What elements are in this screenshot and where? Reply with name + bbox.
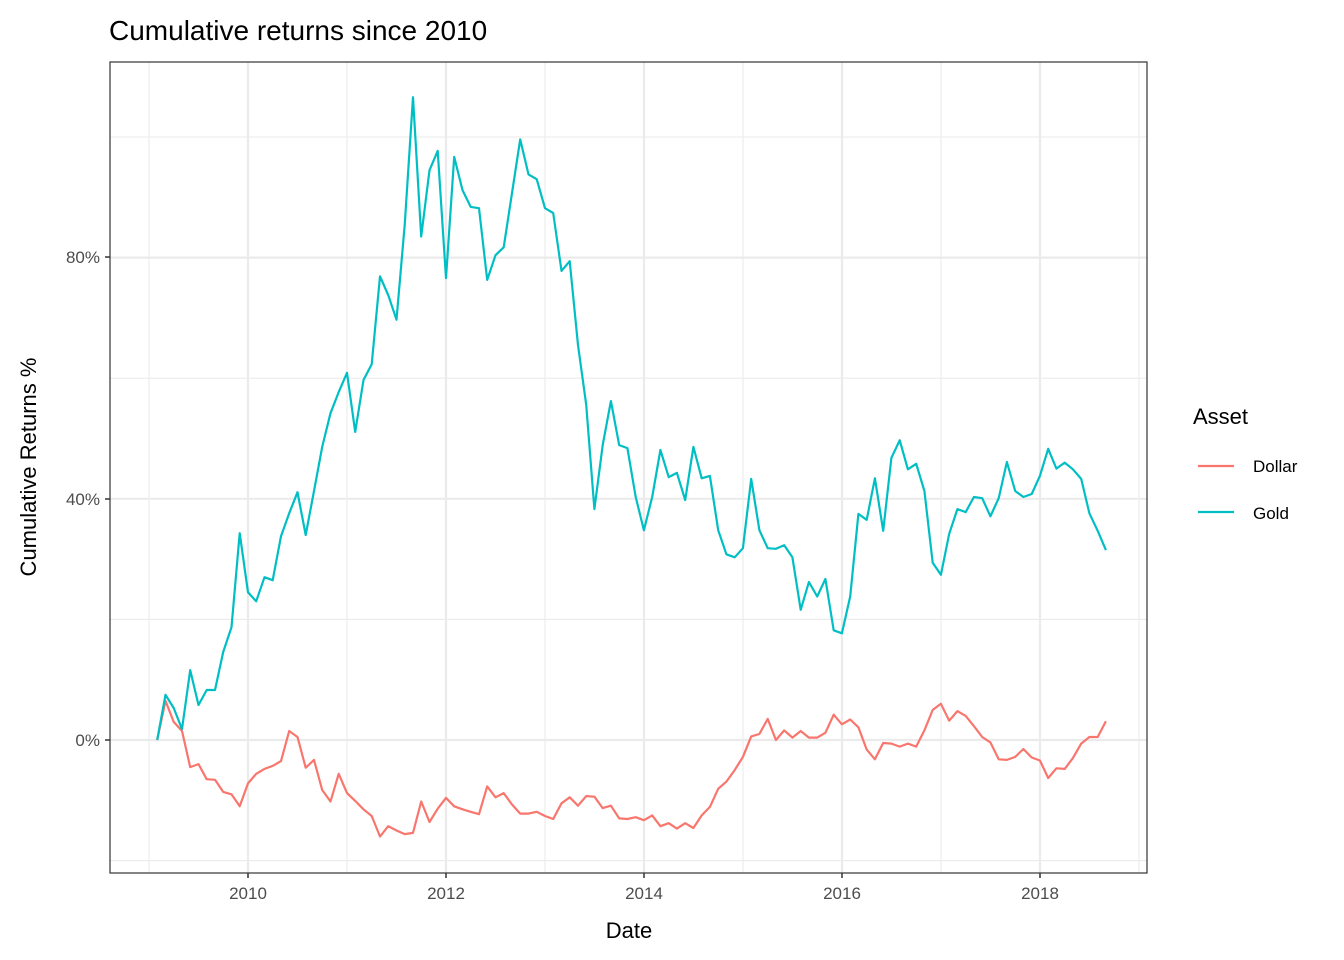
y-axis: 0% 40% 80% Cumulative Returns %: [16, 248, 110, 750]
y-tick-80: 80%: [66, 248, 100, 267]
legend-gold-label: Gold: [1253, 504, 1289, 523]
legend-dollar-label: Dollar: [1253, 457, 1298, 476]
x-tick-2012: 2012: [427, 884, 465, 903]
panel-border: [109, 61, 1148, 874]
gold-line: [156, 96, 1107, 741]
minor-gridlines: [110, 62, 1147, 873]
y-tick-40: 40%: [66, 490, 100, 509]
x-tick-2014: 2014: [625, 884, 663, 903]
legend: Asset Dollar Gold: [1193, 404, 1298, 523]
x-axis: 2010 2012 2014 2016 2018 Date: [229, 873, 1059, 943]
major-gridlines: [110, 62, 1147, 873]
dollar-line: [156, 699, 1107, 838]
x-tick-2010: 2010: [229, 884, 267, 903]
legend-title: Asset: [1193, 404, 1248, 429]
y-tick-0: 0%: [75, 731, 100, 750]
plot-panel: [109, 61, 1148, 874]
x-tick-2016: 2016: [823, 884, 861, 903]
x-axis-title: Date: [606, 918, 652, 943]
chart-title: Cumulative returns since 2010: [109, 15, 487, 46]
y-axis-title: Cumulative Returns %: [16, 358, 41, 577]
x-tick-2018: 2018: [1021, 884, 1059, 903]
